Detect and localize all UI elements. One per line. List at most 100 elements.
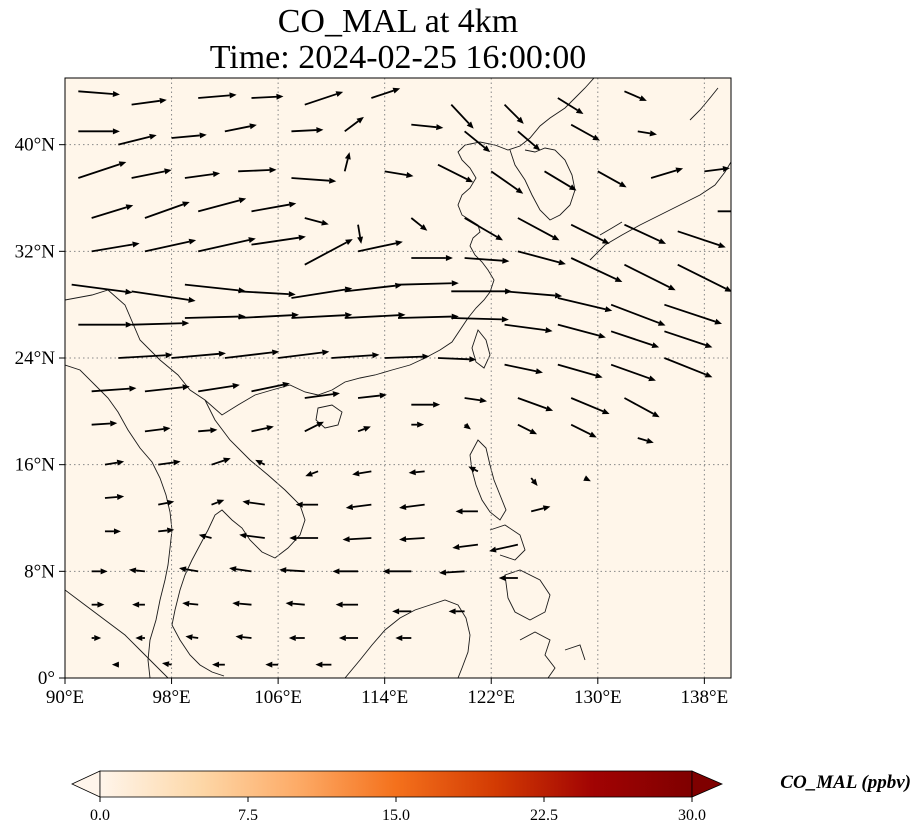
wind-vector (624, 223, 667, 244)
wind-vector-head (282, 381, 290, 388)
title-line-2: Time: 2024-02-25 16:00:00 (209, 39, 587, 76)
wind-vector-shaft (570, 223, 604, 242)
wind-vector-head (551, 234, 560, 241)
wind-vector-head (575, 107, 584, 114)
colorbar-body (99, 770, 693, 798)
wind-vector-head (489, 546, 497, 553)
wind-vector-shaft (291, 129, 317, 133)
wind-vector-head (112, 91, 120, 97)
wind-vector-head (399, 504, 407, 510)
wind-vector-head (469, 356, 477, 363)
wind-vector-head (97, 601, 105, 608)
wind-vector-head (668, 284, 676, 291)
wind-vector-head (452, 544, 460, 550)
wind-vector-shaft (131, 322, 183, 326)
wind-vector-head (232, 600, 240, 607)
wind-vector-head (479, 397, 487, 404)
wind-vector-head (639, 95, 647, 101)
wind-vector-head (316, 127, 324, 134)
wind-vector-head (132, 601, 140, 608)
wind-vector-shaft (131, 99, 160, 106)
wind-vector-shaft (445, 570, 465, 574)
wind-vector-shaft (104, 461, 118, 466)
coastline-sulawesi (519, 631, 586, 678)
coastline-visayas-mindanao (489, 524, 551, 621)
wind-vector-head (316, 421, 324, 428)
wind-vector-shaft (78, 163, 120, 179)
wind-vector (637, 130, 657, 137)
wind-vector-shaft (411, 123, 437, 129)
wind-vector-head (285, 600, 293, 607)
wind-vector-shaft (637, 437, 648, 442)
wind-vector-shaft (238, 314, 293, 319)
wind-vector-shaft (171, 134, 200, 139)
colorbar-tick: 15.0 (382, 797, 410, 824)
lon-tick-label: 122°E (467, 687, 515, 708)
wind-vector (504, 323, 553, 334)
wind-vector-head (116, 493, 125, 500)
wind-vector-shaft (415, 470, 425, 474)
wind-vector-shaft (464, 397, 481, 402)
wind-vector-shaft (624, 397, 654, 415)
wind-vector (664, 330, 713, 348)
wind-vector (132, 601, 145, 608)
coastline-indochina (171, 399, 306, 677)
wind-vector-shaft (192, 636, 199, 639)
wind-vector-shaft (384, 355, 423, 359)
wind-vector-head (382, 568, 390, 575)
wind-vector-head (166, 499, 175, 506)
wind-vector-head (298, 234, 306, 241)
wind-vector (118, 133, 157, 146)
wind-vector-head (238, 197, 247, 204)
wind-vector (464, 397, 487, 404)
wind-vector (91, 420, 118, 427)
wind-vector-shaft (239, 602, 252, 606)
wind-vector-shaft (650, 169, 677, 179)
lon-tick-label: 130°E (574, 687, 622, 708)
wind-vector-head (125, 321, 133, 328)
wind-vector-head (395, 240, 403, 247)
wind-vector (131, 290, 196, 303)
wind-vector-shaft (530, 477, 534, 482)
wind-vector-head (212, 171, 221, 178)
wind-vector (78, 321, 133, 328)
lat-tick-label: 8°N (24, 561, 55, 582)
wind-vector-head (379, 392, 387, 399)
wind-vector (251, 381, 290, 393)
wind-vector (498, 575, 518, 581)
wind-vector (179, 566, 199, 573)
wind-vector (411, 123, 444, 131)
wind-vector-shaft (664, 330, 707, 346)
colorbar-tick: 7.5 (238, 797, 258, 824)
colorbar-tick: 30.0 (678, 797, 706, 824)
wind-vector-shaft (78, 90, 114, 95)
wind-vector-head (482, 145, 491, 153)
wind-vector-shaft (517, 423, 532, 432)
wind-vector-shaft (352, 503, 372, 508)
wind-vector-head (165, 352, 173, 359)
wind-vector (198, 533, 212, 540)
wind-vector (570, 423, 597, 438)
wind-vector-shaft (292, 602, 305, 606)
wind-vector (332, 568, 359, 575)
lat-tick: 40°N (15, 135, 65, 156)
wind-vector-shaft (570, 123, 595, 139)
coastline-hainan (315, 404, 343, 429)
wind-vector-shaft (570, 397, 604, 413)
wind-vector-head (589, 431, 597, 438)
wind-vector-head (112, 128, 120, 135)
wind-vector-shaft (91, 206, 127, 219)
wind-vector-head (288, 201, 297, 208)
wind-vector (624, 397, 660, 418)
longitude-ticks: 90°E 98°E 106°E 114°E 122°E 130°E 138°E (46, 678, 728, 708)
wind-vector-head (529, 428, 538, 435)
wind-vector-head (223, 457, 231, 464)
wind-vector-head (289, 535, 297, 541)
wind-vector-head (335, 601, 343, 608)
wind-vector-shaft (185, 568, 199, 573)
wind-vector-head (164, 168, 172, 175)
wind-vector (451, 316, 509, 323)
wind-vector (198, 237, 256, 253)
wind-vector-head (530, 478, 538, 486)
wind-vector-shaft (397, 282, 452, 286)
